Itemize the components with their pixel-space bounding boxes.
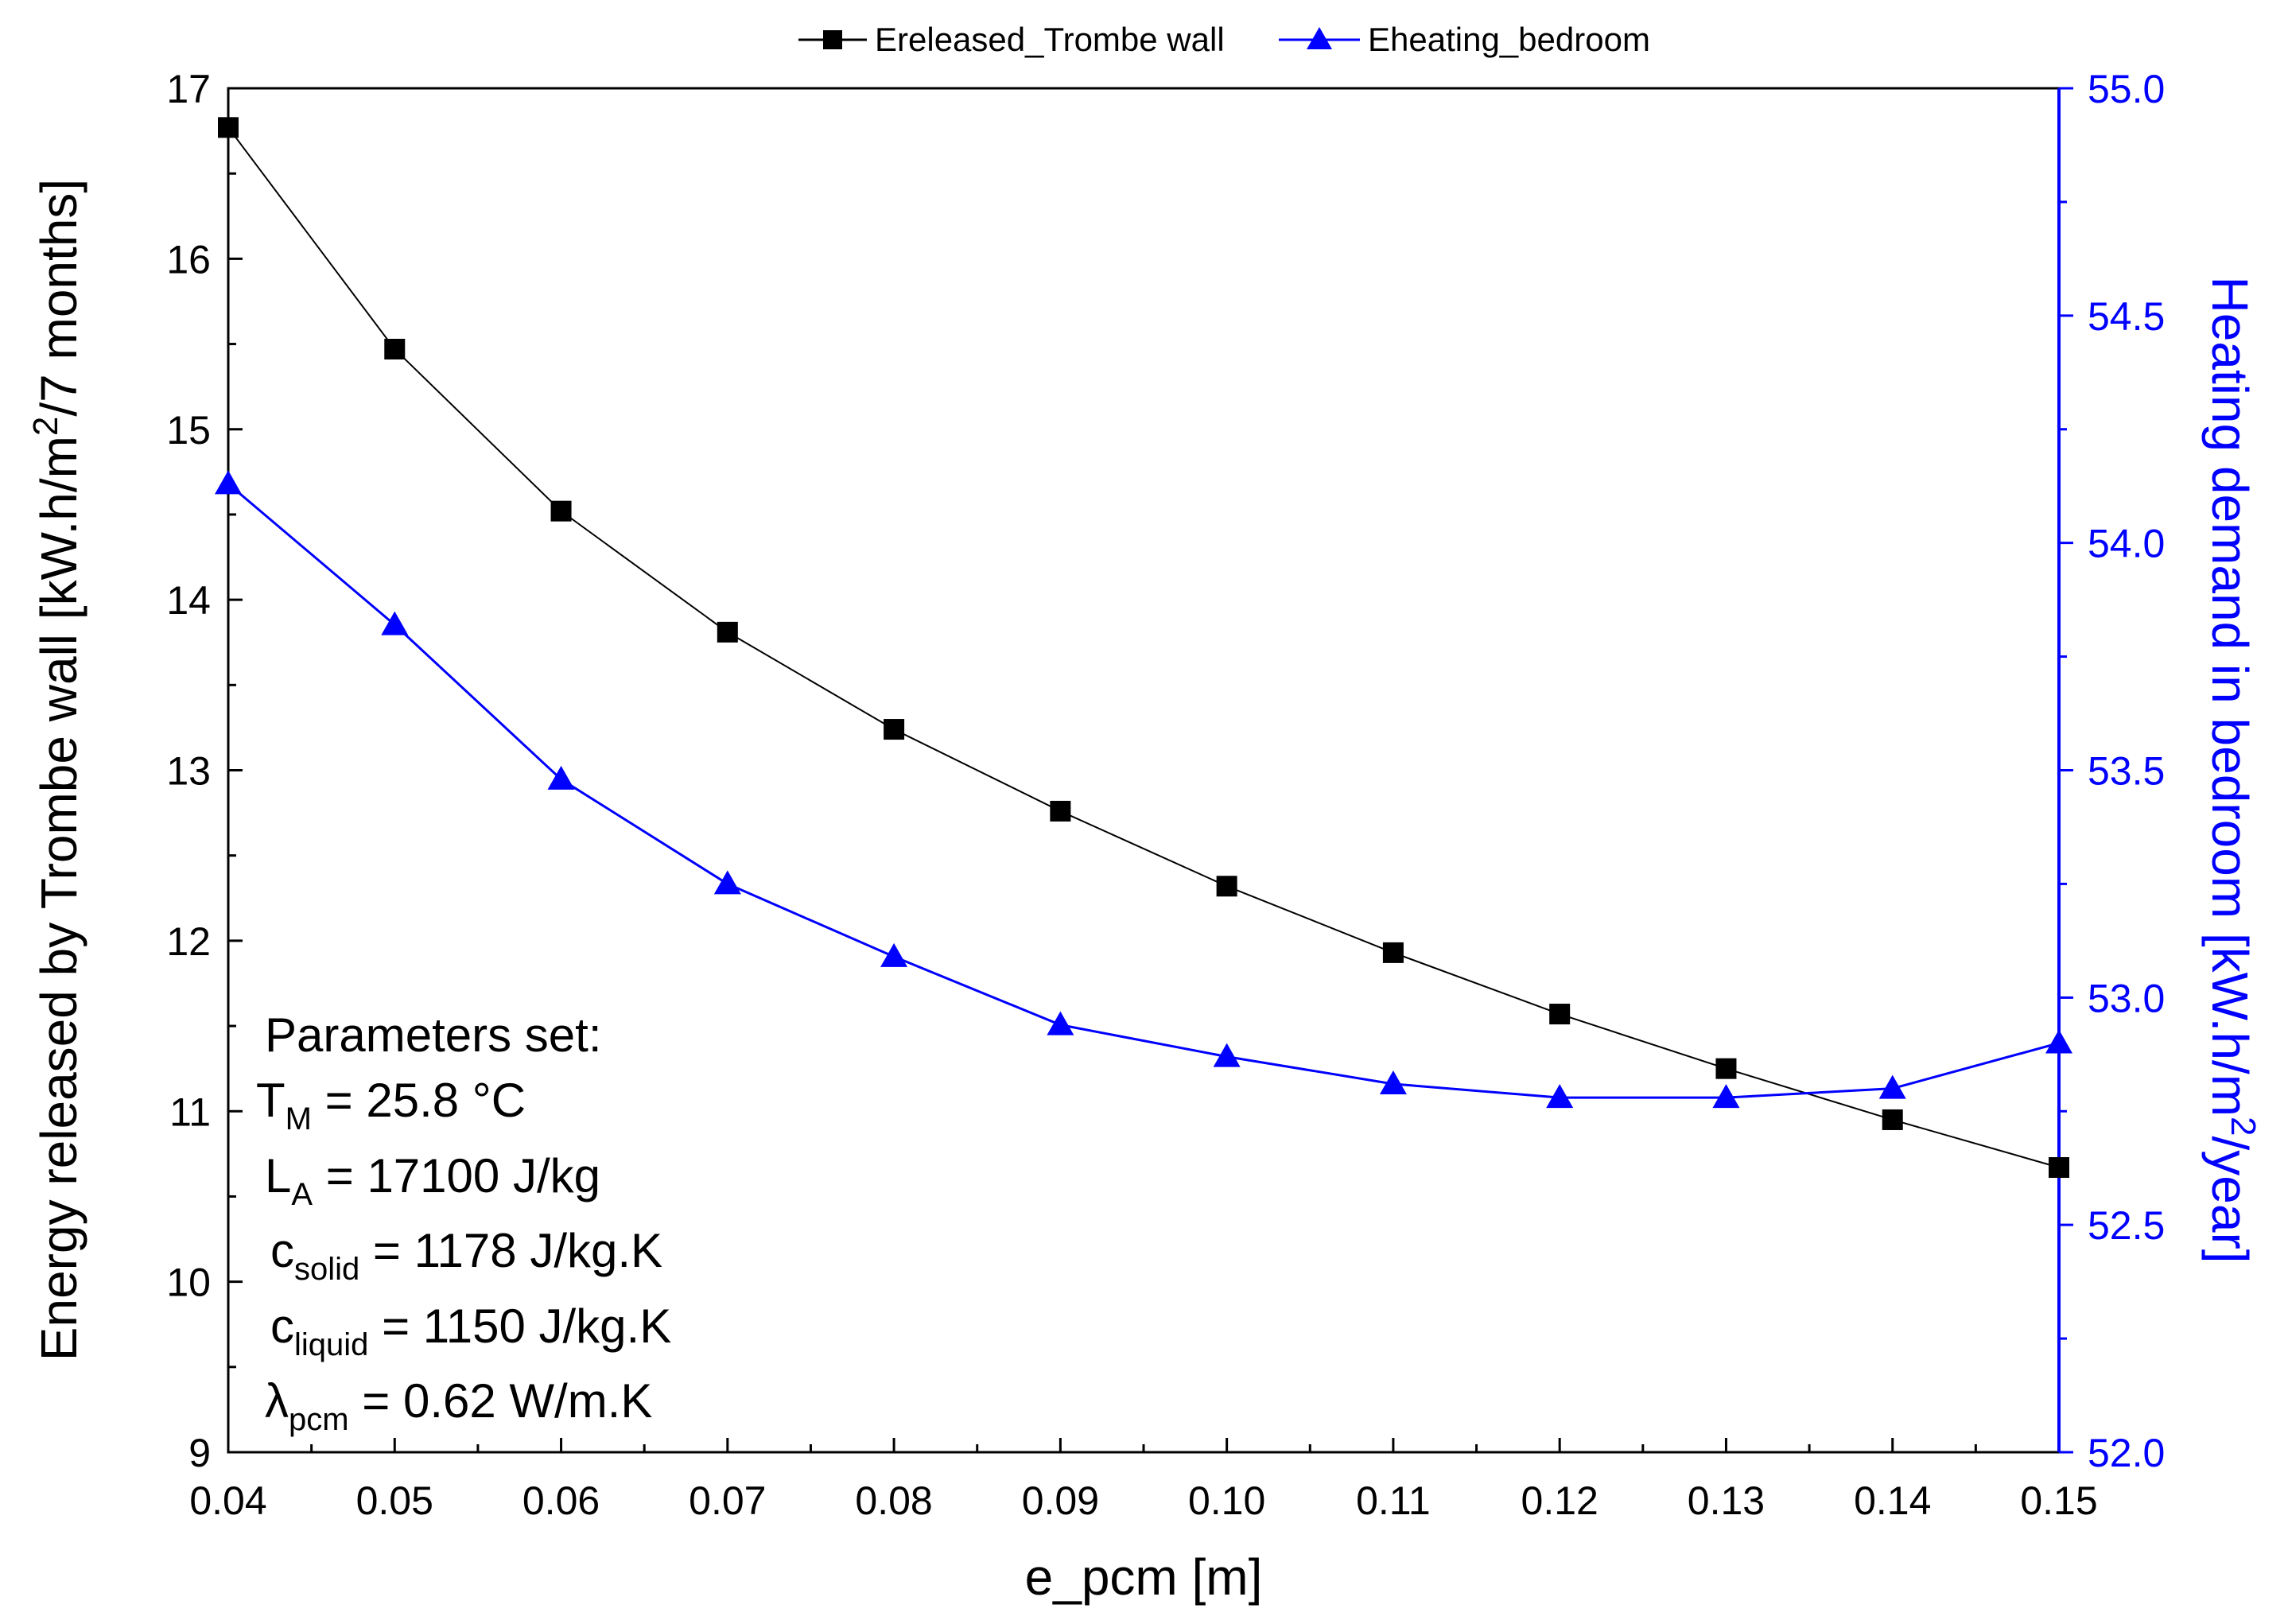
y-left-tick-label: 17 bbox=[166, 67, 211, 111]
series-line-bedroom bbox=[227, 483, 2060, 1099]
bedroom-data-point bbox=[1047, 1011, 1074, 1035]
x-axis: 0.04 0.05 0.06 0.07 0.08 0.09 0.10 0.11 0.12 0.13… bbox=[189, 1438, 2098, 1523]
trombe-data-point bbox=[1549, 1004, 1571, 1025]
trombe-data-point bbox=[1715, 1058, 1737, 1079]
x-tick-label: 0.12 bbox=[1521, 1478, 1598, 1523]
legend-square-marker-icon bbox=[823, 30, 842, 49]
y-right-tick-label: 52.5 bbox=[2088, 1203, 2165, 1248]
legend-label-trombe: Ereleased_Trombe wall bbox=[875, 21, 1225, 58]
y-right-axis-label: Heating demand in bedroom [kW.h/m2/year] bbox=[2201, 276, 2263, 1263]
y-left-tick-label: 15 bbox=[166, 408, 211, 453]
bedroom-data-point bbox=[1546, 1084, 1574, 1109]
y-left-tick-label: 10 bbox=[166, 1261, 211, 1305]
trombe-data-point bbox=[1882, 1109, 1903, 1130]
y-right-tick-label: 53.0 bbox=[2088, 976, 2165, 1020]
y-right-tick-label: 52.0 bbox=[2088, 1431, 2165, 1475]
legend-triangle-marker-icon bbox=[1307, 27, 1332, 49]
x-tick-label: 0.13 bbox=[1688, 1478, 1765, 1523]
y-right-tick-label: 53.5 bbox=[2088, 749, 2165, 794]
y-right-tick-label: 54.0 bbox=[2088, 522, 2165, 566]
x-tick-label: 0.09 bbox=[1022, 1478, 1099, 1523]
bedroom-data-point bbox=[1712, 1084, 1740, 1109]
bedroom-data-point bbox=[381, 611, 409, 635]
parameters-heading: Parameters set: bbox=[265, 1008, 602, 1062]
param-csolid: csolid = 1178 J/kg.K bbox=[270, 1224, 662, 1287]
trombe-data-point bbox=[218, 117, 239, 138]
bedroom-data-point bbox=[1878, 1074, 1906, 1099]
trombe-data-point bbox=[2049, 1156, 2069, 1178]
bedroom-data-point bbox=[1379, 1070, 1407, 1094]
bedroom-data-point bbox=[547, 765, 575, 790]
bedroom-data-point bbox=[713, 870, 741, 895]
x-axis-label: e_pcm [m] bbox=[1025, 1548, 1263, 1606]
param-lambda: λpcm = 0.62 W/m.K bbox=[265, 1374, 652, 1437]
y-left-tick-label: 11 bbox=[169, 1090, 211, 1134]
x-tick-label: 0.11 bbox=[1356, 1478, 1431, 1523]
y-left-tick-label: 13 bbox=[166, 749, 211, 794]
param-la: LA = 17100 J/kg bbox=[265, 1149, 600, 1212]
x-tick-label: 0.04 bbox=[189, 1478, 266, 1523]
series-line-trombe bbox=[227, 126, 2060, 1168]
trombe-data-point bbox=[550, 500, 572, 522]
parameters-annotation: Parameters set: TM = 25.8 °C LA = 17100 … bbox=[256, 1008, 671, 1437]
y-left-tick-label: 12 bbox=[166, 919, 211, 964]
legend: Ereleased_Trombe wall Eheating_bedroom bbox=[798, 21, 1650, 58]
param-cliquid: cliquid = 1150 J/kg.K bbox=[270, 1300, 671, 1362]
y-right-axis: 52.0 52.5 53.0 53.5 54.0 54.5 55.0 bbox=[2057, 67, 2165, 1475]
trombe-data-point bbox=[384, 338, 406, 359]
y-left-tick-label: 14 bbox=[166, 578, 211, 623]
legend-label-bedroom: Eheating_bedroom bbox=[1368, 21, 1650, 58]
x-tick-label: 0.05 bbox=[356, 1478, 433, 1523]
y-right-tick-label: 54.5 bbox=[2088, 294, 2165, 339]
trombe-data-point bbox=[1382, 942, 1404, 963]
param-tm: TM = 25.8 °C bbox=[256, 1074, 526, 1136]
x-tick-label: 0.15 bbox=[2020, 1478, 2097, 1523]
x-tick-label: 0.07 bbox=[689, 1478, 766, 1523]
x-tick-label: 0.10 bbox=[1188, 1478, 1265, 1523]
y-left-axis-label: Energy released by Trombe wall [kW.h/m2/… bbox=[26, 179, 87, 1361]
trombe-data-point bbox=[717, 621, 738, 643]
y-left-axis: 9 10 11 12 13 14 15 16 17 bbox=[166, 67, 243, 1475]
trombe-data-point bbox=[1050, 800, 1071, 822]
series-layer bbox=[215, 117, 2072, 1178]
bedroom-data-point bbox=[215, 470, 242, 495]
bedroom-data-point bbox=[880, 942, 908, 967]
bedroom-data-point bbox=[2045, 1029, 2072, 1054]
x-tick-label: 0.06 bbox=[522, 1478, 600, 1523]
bedroom-data-point bbox=[1213, 1043, 1241, 1067]
y-left-tick-label: 9 bbox=[188, 1431, 211, 1475]
y-left-tick-label: 16 bbox=[166, 237, 211, 282]
trombe-data-point bbox=[884, 719, 905, 740]
x-tick-label: 0.14 bbox=[1854, 1478, 1931, 1523]
y-right-tick-label: 55.0 bbox=[2088, 67, 2165, 111]
trombe-data-point bbox=[1216, 876, 1237, 897]
x-tick-label: 0.08 bbox=[855, 1478, 932, 1523]
